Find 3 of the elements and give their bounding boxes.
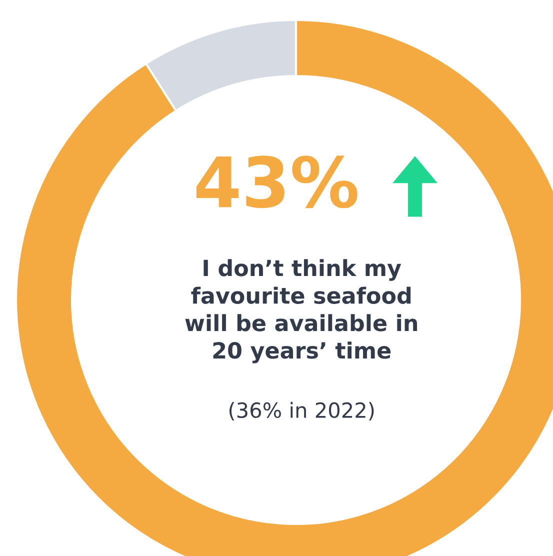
text: 43% <box>196 156 358 208</box>
text: (36% in 2022) <box>229 402 374 420</box>
text: I don’t think my favourite seafood will be available in 20 years’ time <box>185 259 418 364</box>
